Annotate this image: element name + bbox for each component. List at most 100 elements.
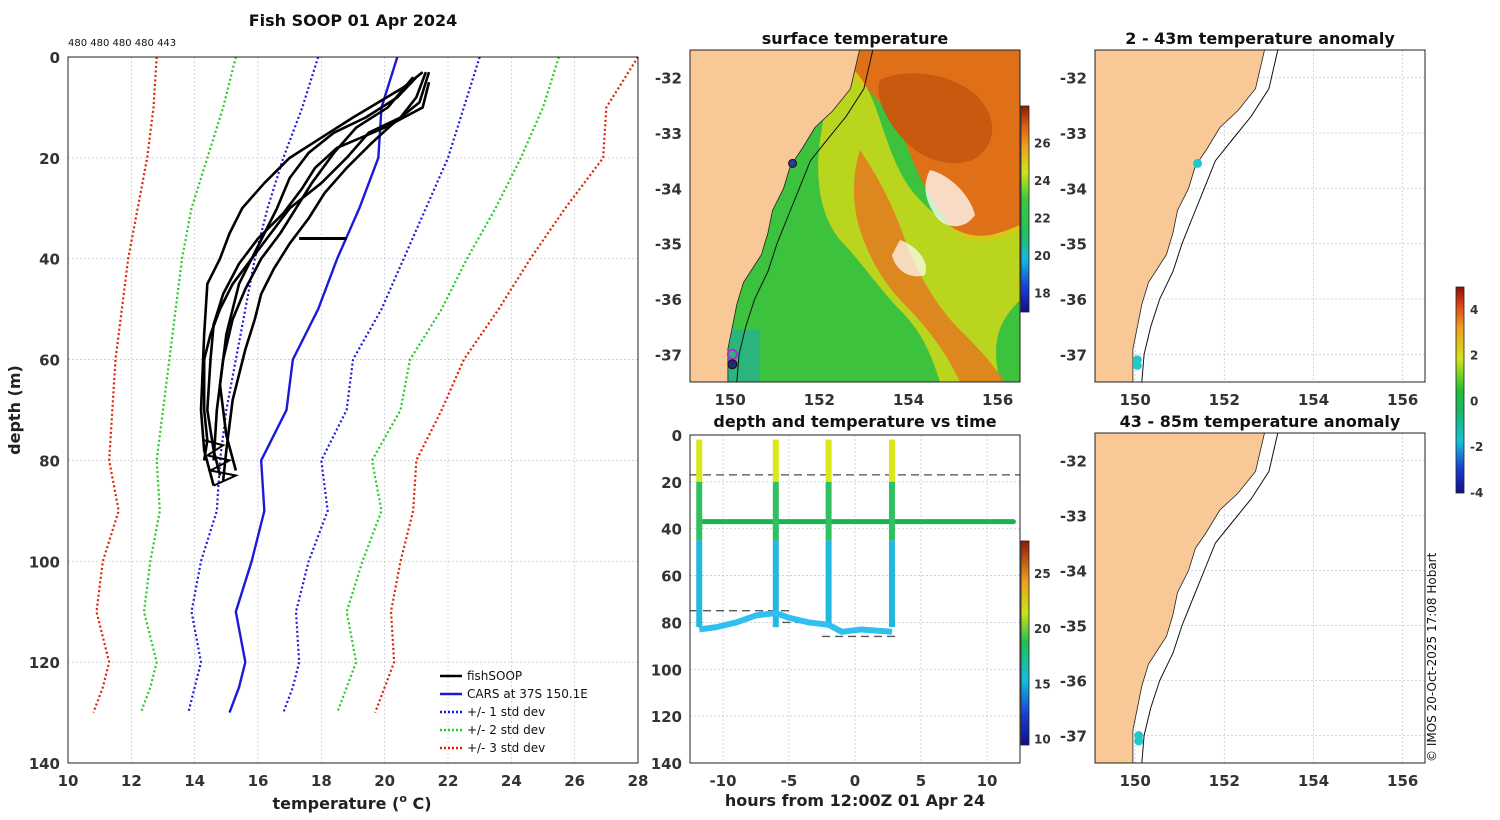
anomaly-43-85-title: 43 - 85m temperature anomaly (1120, 412, 1401, 431)
depth-time-ytick-label: 0 (672, 427, 682, 445)
profile-ytick-label: 60 (39, 352, 60, 370)
sst-eddy (878, 73, 993, 164)
anomaly-2-43-land (1095, 50, 1265, 382)
anomaly-2-43-yticks: -32 -33 -34 -35 -36 -37 (1060, 70, 1087, 365)
sst-ytick-label: -32 (655, 70, 682, 88)
legend-fish: fishSOOP (467, 669, 522, 683)
profile-panel: Fish SOOP 01 Apr 2024 480 480 480 480 44… (5, 11, 648, 813)
anomaly-43-85-yticks: -32 -33 -34 -35 -36 -37 (1060, 453, 1087, 746)
sst-xtick-label: 152 (804, 391, 835, 409)
anomaly-2-43-shelf-contour (1141, 50, 1279, 382)
profile-xtick-label: 20 (374, 772, 395, 790)
profile-fish-bottom (203, 439, 240, 487)
profile-xtick-label: 10 (58, 772, 79, 790)
sst-colorbar-tick-label: 18 (1034, 286, 1051, 300)
depth-time-panel: depth and temperature vs time -10 -5 0 5 10 … (651, 412, 1051, 810)
depth-time-ytick-label: 40 (661, 521, 682, 539)
anomaly-2-43-ytick-label: -37 (1060, 346, 1087, 364)
profile-xtick-label: 14 (184, 772, 205, 790)
legend-cars: CARS at 37S 150.1E (467, 687, 588, 701)
sst-ytick-label: -36 (655, 291, 682, 309)
profile-xtick-label: 24 (501, 772, 522, 790)
sst-station-marker-1 (788, 158, 798, 168)
profile-xtick-label: 12 (121, 772, 142, 790)
depth-time-ytick-label: 80 (661, 614, 682, 632)
sst-xtick-label: 154 (893, 391, 924, 409)
sst-frame (689, 49, 1021, 383)
profile-cars-mean-line (228, 56, 399, 713)
sst-yticks: -32 -33 -34 -35 -36 -37 (655, 70, 682, 365)
anomaly-43-85-xtick-label: 156 (1387, 772, 1418, 790)
profile-fish-line (218, 76, 418, 471)
anomaly-2-43-xtick-label: 154 (1298, 391, 1329, 409)
profile-ylabel: depth (m) (5, 365, 24, 455)
depth-time-colorbar (1020, 540, 1030, 746)
sst-ytick-label: -34 (655, 180, 682, 198)
sst-station-marker-2 (726, 348, 738, 360)
anomaly-2-43-xtick-label: 156 (1387, 391, 1418, 409)
anomaly-2-43-panel: 2 - 43m temperature anomaly 150 152 154 156… (1060, 29, 1426, 409)
profile-fish-line (199, 71, 424, 486)
profile-fish-line (202, 71, 428, 461)
profile-ytick-label: 80 (39, 452, 60, 470)
profile-ytick-label: 100 (29, 553, 60, 571)
profile-xtick-label: 26 (564, 772, 585, 790)
anomaly-2-43-title: 2 - 43m temperature anomaly (1125, 29, 1395, 48)
depth-time-colorbar-tick-label: 15 (1034, 677, 1051, 691)
sst-colorbar-tick-label: 24 (1034, 174, 1051, 188)
anomaly-colorbar-tick-label: 4 (1470, 303, 1478, 317)
depth-time-frame (689, 434, 1021, 764)
profile-std-line (139, 56, 237, 713)
profile-std-line (92, 56, 158, 713)
profile-std-line (374, 56, 639, 713)
profile-ytick-label: 40 (39, 251, 60, 269)
depth-time-ytick-label: 120 (651, 708, 682, 726)
anomaly-2-43-ytick-label: -36 (1060, 291, 1087, 309)
profile-title: Fish SOOP 01 Apr 2024 (249, 11, 458, 30)
sst-eddy-band (854, 150, 1005, 382)
anomaly-colorbar (1455, 286, 1465, 494)
depth-time-ytick-label: 100 (651, 661, 682, 679)
profile-xlabel: temperature (o C) (272, 792, 431, 813)
anomaly-43-85-ytick-label: -35 (1060, 618, 1087, 636)
anomaly-43-85-points (1134, 731, 1144, 746)
sst-shelf-contour (736, 50, 874, 382)
anomaly-43-85-xtick-label: 152 (1209, 772, 1240, 790)
profile-xticks: 10 12 14 16 18 20 22 24 26 28 (58, 772, 649, 790)
profile-legend: fishSOOP CARS at 37S 150.1E +/- 1 std de… (440, 669, 588, 755)
sst-xticks: 150 152 154 156 (714, 391, 1013, 409)
sst-xtick-label: 150 (714, 391, 745, 409)
sst-colorbar-ticks: 26 24 22 20 18 (1034, 136, 1051, 300)
anomaly-2-43-ytick-label: -34 (1060, 180, 1087, 198)
anomaly-43-85-xticks: 150 152 154 156 (1119, 772, 1418, 790)
anomaly-2-43-frame (1094, 49, 1426, 383)
profile-xtick-label: 28 (628, 772, 649, 790)
anomaly-colorbar-tick-label: -4 (1470, 486, 1483, 500)
anomaly-43-85-frame (1094, 432, 1426, 764)
anomaly-43-85-xtick-label: 150 (1119, 772, 1150, 790)
anomaly-43-85-ytick-label: -33 (1060, 508, 1087, 526)
depth-time-xtick-label: -10 (709, 772, 736, 790)
sst-cloud-gap-1 (925, 170, 975, 227)
depth-time-title: depth and temperature vs time (713, 412, 996, 431)
profile-xtick-label: 18 (311, 772, 332, 790)
anomaly-colorbar-tick-label: 0 (1470, 394, 1478, 408)
anomaly-43-85-shelf-contour (1141, 433, 1279, 763)
legend-2std: +/- 2 std dev (467, 723, 545, 737)
anomaly-colorbar-tick-label: -2 (1470, 440, 1483, 454)
depth-time-xtick-label: -5 (781, 772, 798, 790)
sst-colorbar-tick-label: 26 (1034, 136, 1051, 150)
profile-xtick-label: 22 (438, 772, 459, 790)
profile-fish-line (212, 76, 415, 461)
profile-lines (92, 56, 639, 713)
profile-frame (67, 56, 639, 764)
depth-time-xticks: -10 -5 0 5 10 (709, 772, 997, 790)
sst-map-panel: surface temperature 150 152 154 156 -32-33-… (655, 29, 1051, 409)
anomaly-2-43-point (1193, 158, 1203, 168)
profile-std-line (282, 56, 481, 713)
anomaly-2-43-ytick-label: -33 (1060, 125, 1087, 143)
anomaly-43-85-xtick-label: 154 (1298, 772, 1329, 790)
depth-time-ytick-label: 140 (651, 755, 682, 773)
depth-time-colorbar-tick-label: 10 (1034, 732, 1051, 746)
sst-warm-tongue (818, 60, 1020, 382)
